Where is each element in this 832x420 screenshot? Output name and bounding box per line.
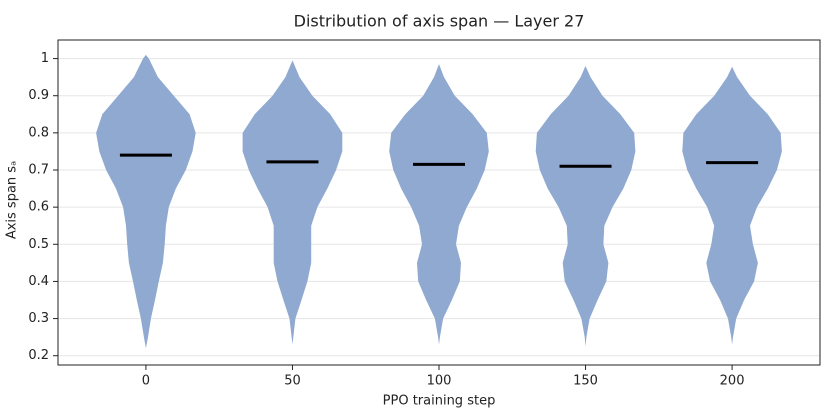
violin: [535, 66, 636, 347]
violin: [682, 66, 782, 345]
y-tick-label: 0.4: [28, 274, 49, 289]
y-tick-label: 0.5: [28, 237, 49, 252]
y-tick-label: 0.3: [28, 311, 49, 326]
y-tick-label: 0.2: [28, 348, 49, 363]
x-tick-label: 200: [720, 374, 745, 389]
violin: [242, 60, 343, 345]
y-axis-label: Axis span sₐ: [5, 161, 20, 239]
y-tick-label: 0.9: [28, 88, 49, 103]
violin: [96, 54, 196, 349]
x-axis-label: PPO training step: [383, 394, 496, 409]
x-tick-label: 50: [284, 374, 301, 389]
chart-title: Distribution of axis span — Layer 27: [294, 12, 585, 31]
y-tick-label: 0.8: [28, 125, 49, 140]
y-tick-label: 0.7: [28, 163, 49, 178]
x-tick-label: 150: [573, 374, 598, 389]
y-tick-label: 1: [41, 51, 49, 66]
x-tick-label: 100: [427, 374, 452, 389]
x-tick-label: 0: [142, 374, 150, 389]
y-tick-label: 0.6: [28, 200, 49, 215]
plot-frame: [57, 39, 821, 366]
violin: [389, 64, 489, 345]
